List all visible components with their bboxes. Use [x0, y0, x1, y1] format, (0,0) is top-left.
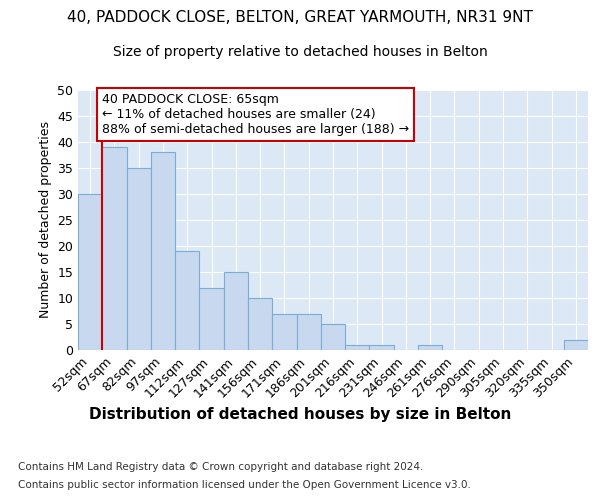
Bar — [102, 147, 127, 350]
Text: Distribution of detached houses by size in Belton: Distribution of detached houses by size … — [89, 408, 511, 422]
Bar — [321, 324, 345, 350]
Bar — [175, 251, 199, 350]
Bar — [296, 314, 321, 350]
Bar — [272, 314, 296, 350]
Bar — [248, 298, 272, 350]
Bar — [345, 345, 370, 350]
Bar — [564, 340, 588, 350]
Text: Size of property relative to detached houses in Belton: Size of property relative to detached ho… — [113, 45, 487, 59]
Bar — [78, 194, 102, 350]
Bar — [199, 288, 224, 350]
Bar — [127, 168, 151, 350]
Bar — [224, 272, 248, 350]
Text: 40 PADDOCK CLOSE: 65sqm
← 11% of detached houses are smaller (24)
88% of semi-de: 40 PADDOCK CLOSE: 65sqm ← 11% of detache… — [102, 92, 409, 136]
Text: Contains public sector information licensed under the Open Government Licence v3: Contains public sector information licen… — [18, 480, 471, 490]
Text: 40, PADDOCK CLOSE, BELTON, GREAT YARMOUTH, NR31 9NT: 40, PADDOCK CLOSE, BELTON, GREAT YARMOUT… — [67, 10, 533, 25]
Bar — [151, 152, 175, 350]
Text: Contains HM Land Registry data © Crown copyright and database right 2024.: Contains HM Land Registry data © Crown c… — [18, 462, 424, 472]
Y-axis label: Number of detached properties: Number of detached properties — [38, 122, 52, 318]
Bar — [418, 345, 442, 350]
Bar — [370, 345, 394, 350]
